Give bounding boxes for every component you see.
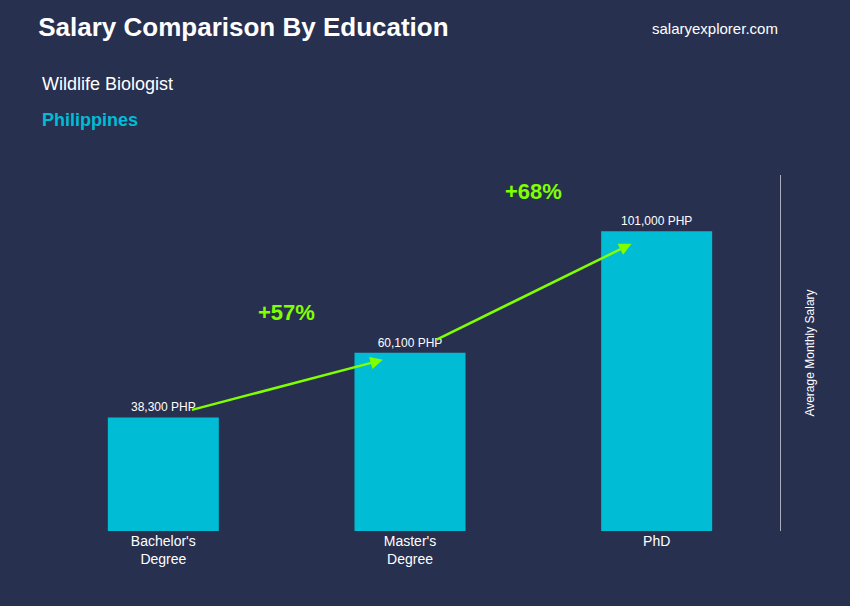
svg-text:Bachelor'sDegree: Bachelor'sDegree [131, 533, 196, 567]
svg-text:Philippines: Philippines [42, 110, 138, 130]
svg-text:PhD: PhD [643, 533, 670, 549]
svg-text:60,100 PHP: 60,100 PHP [378, 336, 443, 350]
svg-text:+68%: +68% [505, 179, 562, 204]
svg-text:38,300 PHP: 38,300 PHP [131, 400, 196, 414]
svg-text:salaryexplorer.com: salaryexplorer.com [652, 20, 778, 37]
svg-text:+57%: +57% [258, 300, 315, 325]
svg-text:Average Monthly Salary: Average Monthly Salary [803, 289, 817, 416]
svg-text:101,000 PHP: 101,000 PHP [621, 214, 692, 228]
svg-text:Wildlife Biologist: Wildlife Biologist [42, 74, 173, 94]
svg-text:Master'sDegree: Master'sDegree [384, 533, 436, 567]
svg-text:Salary Comparison By Education: Salary Comparison By Education [38, 12, 448, 42]
